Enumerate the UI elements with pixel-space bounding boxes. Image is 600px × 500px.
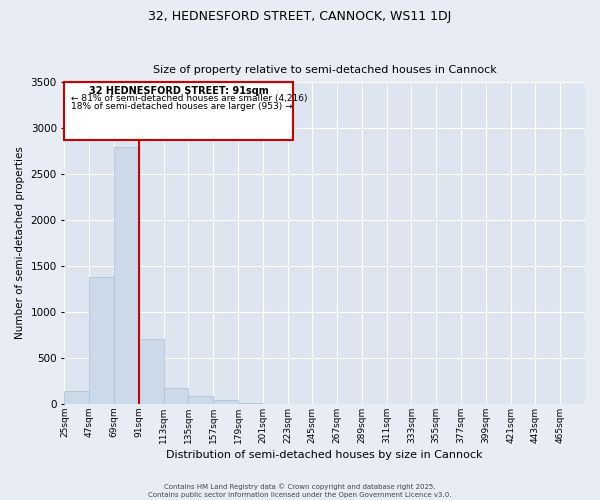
Title: Size of property relative to semi-detached houses in Cannock: Size of property relative to semi-detach… [153, 66, 497, 76]
Text: Contains public sector information licensed under the Open Government Licence v3: Contains public sector information licen… [148, 492, 452, 498]
Bar [188, 396, 213, 404]
Text: ← 81% of semi-detached houses are smaller (4,216): ← 81% of semi-detached houses are smalle… [71, 94, 308, 103]
Bar [89, 277, 114, 404]
FancyBboxPatch shape [64, 82, 293, 140]
Text: 18% of semi-detached houses are larger (953) →: 18% of semi-detached houses are larger (… [71, 102, 293, 111]
X-axis label: Distribution of semi-detached houses by size in Cannock: Distribution of semi-detached houses by … [166, 450, 483, 460]
Bar [213, 400, 238, 404]
Text: 32, HEDNESFORD STREET, CANNOCK, WS11 1DJ: 32, HEDNESFORD STREET, CANNOCK, WS11 1DJ [148, 10, 452, 23]
Bar [114, 147, 139, 404]
Text: 32 HEDNESFORD STREET: 91sqm: 32 HEDNESFORD STREET: 91sqm [89, 86, 269, 96]
Y-axis label: Number of semi-detached properties: Number of semi-detached properties [15, 146, 25, 340]
Text: Contains HM Land Registry data © Crown copyright and database right 2025.: Contains HM Land Registry data © Crown c… [164, 484, 436, 490]
Bar [139, 340, 164, 404]
Bar [64, 391, 89, 404]
Bar [164, 388, 188, 404]
